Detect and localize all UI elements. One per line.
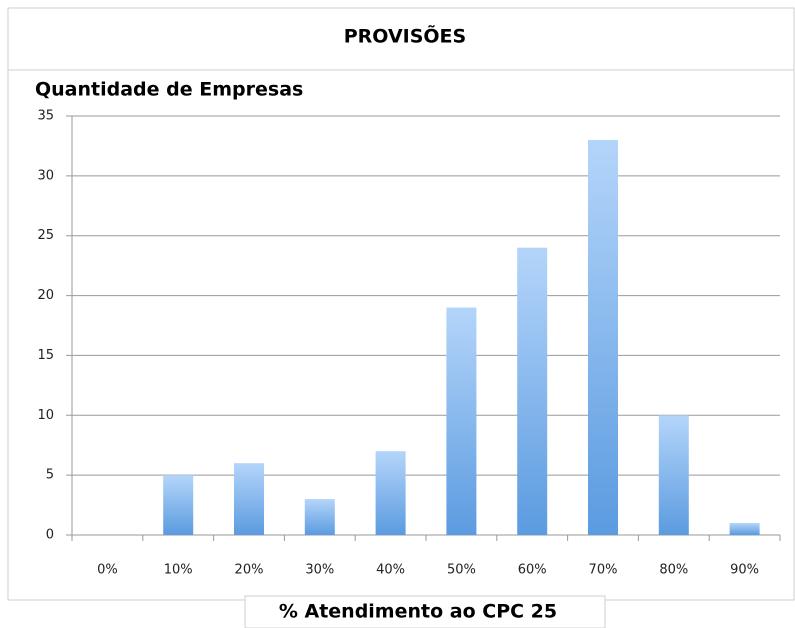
y-tick-label: 30 <box>37 168 54 183</box>
y-tick-label: 0 <box>46 528 54 543</box>
y-tick-label: 35 <box>37 109 54 124</box>
title-box <box>7 7 795 71</box>
bar <box>729 523 760 535</box>
y-tick-label: 25 <box>37 228 54 243</box>
x-tick-label: 10% <box>164 563 193 578</box>
x-tick-label: 0% <box>97 563 118 578</box>
bar <box>375 451 406 535</box>
x-tick-label: 90% <box>730 563 759 578</box>
y-tick-label: 20 <box>37 288 54 303</box>
bar <box>304 499 335 535</box>
bar <box>658 415 689 535</box>
y-tick-label: 5 <box>46 468 54 483</box>
bar <box>234 463 264 535</box>
y-axis-label: Quantidade de Empresas <box>35 79 303 101</box>
x-label-box <box>244 595 606 628</box>
y-tick-label: 15 <box>37 348 54 363</box>
bar <box>163 475 194 535</box>
bar <box>517 247 548 535</box>
y-tick-label: 10 <box>37 408 54 423</box>
x-tick-label: 60% <box>518 563 547 578</box>
x-tick-label: 40% <box>376 563 405 578</box>
x-tick-label: 30% <box>305 563 334 578</box>
x-tick-label: 80% <box>659 563 688 578</box>
bar <box>446 307 477 535</box>
bar <box>588 139 618 535</box>
x-axis-label: % Atendimento ao CPC 25 <box>279 601 557 623</box>
x-tick-label: 70% <box>589 563 618 578</box>
x-tick-label: 20% <box>235 563 264 578</box>
chart-title: PROVISÕES <box>344 24 466 48</box>
x-tick-label: 50% <box>447 563 476 578</box>
